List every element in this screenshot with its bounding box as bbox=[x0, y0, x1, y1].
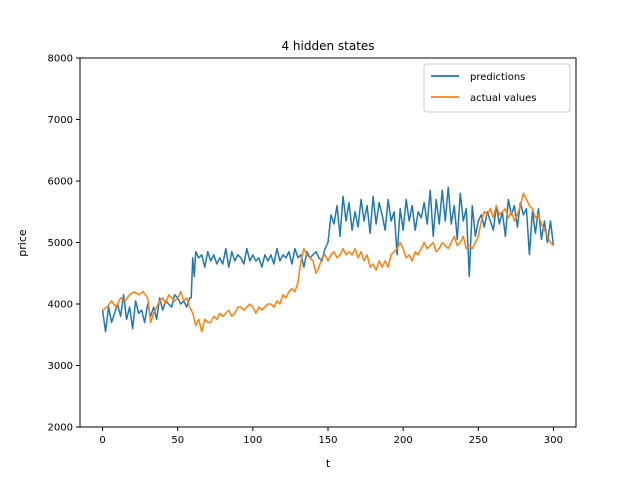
legend-label-actual: actual values bbox=[470, 93, 537, 104]
y-tick-label: 7000 bbox=[48, 115, 73, 126]
y-tick-label: 4000 bbox=[48, 300, 73, 311]
x-axis-label: t bbox=[326, 457, 331, 470]
series-line-predictions bbox=[101, 186, 555, 333]
y-axis-label: price bbox=[16, 229, 29, 257]
series-line-actual bbox=[102, 192, 554, 333]
y-tick-label: 6000 bbox=[48, 177, 73, 188]
x-tick-label: 100 bbox=[243, 435, 262, 446]
legend-box bbox=[423, 63, 571, 113]
x-tick-label: 250 bbox=[469, 435, 488, 446]
x-tick-label: 150 bbox=[318, 435, 337, 446]
chart-title: 4 hidden states bbox=[281, 39, 374, 53]
legend-label-predictions: predictions bbox=[470, 72, 525, 83]
y-tick-label: 8000 bbox=[48, 54, 73, 65]
legend: predictions actual values bbox=[423, 63, 571, 113]
y-tick-label: 3000 bbox=[48, 361, 73, 372]
x-tick-label: 0 bbox=[99, 435, 105, 446]
x-tick-label: 50 bbox=[171, 435, 184, 446]
y-tick-label: 5000 bbox=[48, 238, 73, 249]
x-tick-label: 200 bbox=[394, 435, 413, 446]
x-tick-label: 300 bbox=[544, 435, 563, 446]
y-tick-label: 2000 bbox=[48, 423, 73, 434]
